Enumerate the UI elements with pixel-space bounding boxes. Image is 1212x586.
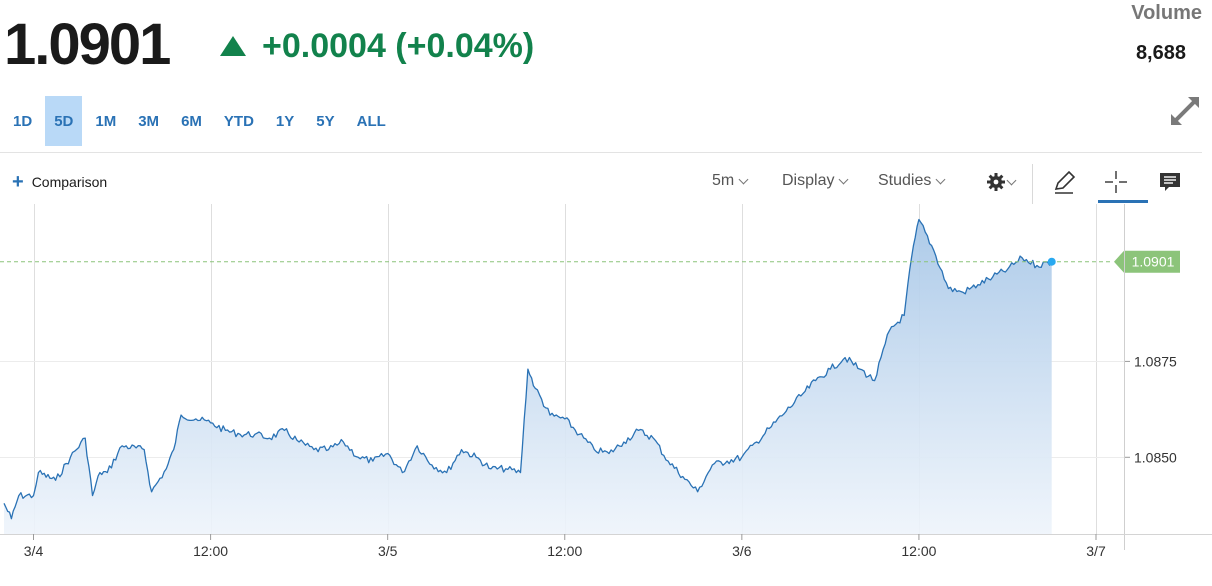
y-tick-label: 1.0850 <box>1134 449 1177 465</box>
comparison-label: Comparison <box>31 174 108 190</box>
header-divider <box>0 152 1202 153</box>
x-tick-label: 3/6 <box>732 543 752 559</box>
change-value: +0.0004 (+0.04%) <box>262 27 535 65</box>
chevron-down-icon <box>738 174 749 185</box>
last-price-marker <box>1047 257 1056 266</box>
range-tabs: 1D 5D 1M 3M 6M YTD 1Y 5Y ALL <box>0 96 399 146</box>
comparison-button[interactable]: + Comparison <box>12 171 108 193</box>
price-change: +0.0004 (+0.04%) <box>220 26 534 66</box>
range-tab-3m[interactable]: 3M <box>138 112 160 130</box>
studies-label: Studies <box>878 172 932 189</box>
pencil-icon <box>1054 170 1076 194</box>
range-tab-6m[interactable]: 6M <box>181 112 202 130</box>
plus-icon: + <box>12 171 24 193</box>
interval-label: 5m <box>712 172 735 189</box>
comments-button[interactable] <box>1154 166 1186 198</box>
range-tab-1d[interactable]: 1D <box>13 112 33 130</box>
last-price: 1.0901 <box>4 12 171 77</box>
chart-area[interactable]: 1.0901 1.0850 1.0875 3/4 12:00 3/5 12:00 3/6 12:… <box>0 204 1212 586</box>
y-tick-label: 1.0875 <box>1134 353 1177 369</box>
gear-icon <box>987 173 1005 191</box>
crosshair-button[interactable] <box>1100 166 1132 198</box>
range-tab-all[interactable]: ALL <box>356 112 386 130</box>
range-tab-1m[interactable]: 1M <box>95 112 117 130</box>
price-line <box>3 218 1053 520</box>
x-tick-label: 12:00 <box>547 543 582 559</box>
display-label: Display <box>782 172 835 189</box>
interval-dropdown[interactable]: 5m <box>712 172 749 190</box>
x-tick-label: 3/4 <box>24 543 44 559</box>
x-tick-label: 3/7 <box>1086 543 1106 559</box>
comment-icon <box>1160 173 1180 191</box>
volume-label: Volume <box>1131 2 1202 24</box>
studies-dropdown[interactable]: Studies <box>878 172 946 190</box>
last-price-tag: 1.0901 <box>1114 250 1180 273</box>
draw-button[interactable] <box>1048 166 1080 198</box>
range-tab-5d[interactable]: 5D <box>45 96 83 146</box>
range-tab-1y[interactable]: 1Y <box>275 112 295 130</box>
expand-icon[interactable] <box>1168 94 1202 128</box>
range-tab-ytd[interactable]: YTD <box>223 112 254 130</box>
chart-toolbar: + Comparison 5m Display Studies <box>0 160 1212 204</box>
chevron-down-icon <box>935 174 946 185</box>
x-tick-label: 12:00 <box>193 543 228 559</box>
crosshair-active-indicator <box>1098 200 1148 203</box>
last-price-tag-text: 1.0901 <box>1132 254 1175 270</box>
price-chart[interactable]: 1.0901 1.0850 1.0875 3/4 12:00 3/5 12:00 3/6 12:… <box>0 204 1212 586</box>
x-tick-label: 12:00 <box>901 543 936 559</box>
range-tab-5y[interactable]: 5Y <box>316 112 335 130</box>
crosshair-icon <box>1105 171 1127 193</box>
volume-value: 8,688 <box>1135 42 1186 64</box>
up-arrow-icon <box>220 36 246 56</box>
chevron-down-icon <box>839 174 849 185</box>
display-dropdown[interactable]: Display <box>782 172 849 190</box>
settings-dropdown[interactable] <box>976 166 1020 198</box>
toolbar-separator <box>1032 164 1033 204</box>
x-tick-label: 3/5 <box>378 543 398 559</box>
